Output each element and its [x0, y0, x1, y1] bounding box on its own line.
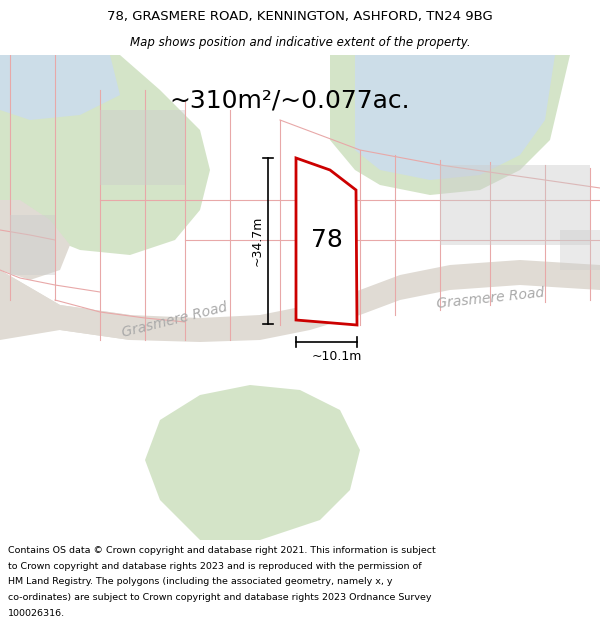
Polygon shape [0, 55, 120, 120]
Bar [440, 165, 590, 245]
Text: ~310m²/~0.077ac.: ~310m²/~0.077ac. [170, 88, 410, 112]
Bar [10, 215, 55, 275]
Polygon shape [0, 200, 70, 280]
Text: ~34.7m: ~34.7m [251, 216, 263, 266]
Polygon shape [355, 55, 555, 180]
Polygon shape [0, 270, 145, 340]
Polygon shape [145, 385, 360, 540]
Text: ~10.1m: ~10.1m [311, 349, 362, 362]
Text: Map shows position and indicative extent of the property.: Map shows position and indicative extent… [130, 36, 470, 49]
Polygon shape [0, 55, 210, 255]
Polygon shape [330, 55, 570, 195]
Bar [100, 110, 185, 185]
Text: HM Land Registry. The polygons (including the associated geometry, namely x, y: HM Land Registry. The polygons (includin… [8, 578, 392, 586]
Text: 78: 78 [311, 228, 343, 252]
Polygon shape [296, 158, 357, 325]
Text: Contains OS data © Crown copyright and database right 2021. This information is : Contains OS data © Crown copyright and d… [8, 546, 436, 555]
Polygon shape [0, 260, 600, 342]
Bar [560, 230, 600, 270]
Text: 100026316.: 100026316. [8, 609, 65, 618]
Text: co-ordinates) are subject to Crown copyright and database rights 2023 Ordnance S: co-ordinates) are subject to Crown copyr… [8, 593, 431, 602]
Text: 78, GRASMERE ROAD, KENNINGTON, ASHFORD, TN24 9BG: 78, GRASMERE ROAD, KENNINGTON, ASHFORD, … [107, 10, 493, 23]
Text: Grasmere Road: Grasmere Road [121, 300, 229, 340]
Text: Grasmere Road: Grasmere Road [436, 286, 545, 311]
Text: to Crown copyright and database rights 2023 and is reproduced with the permissio: to Crown copyright and database rights 2… [8, 562, 421, 571]
